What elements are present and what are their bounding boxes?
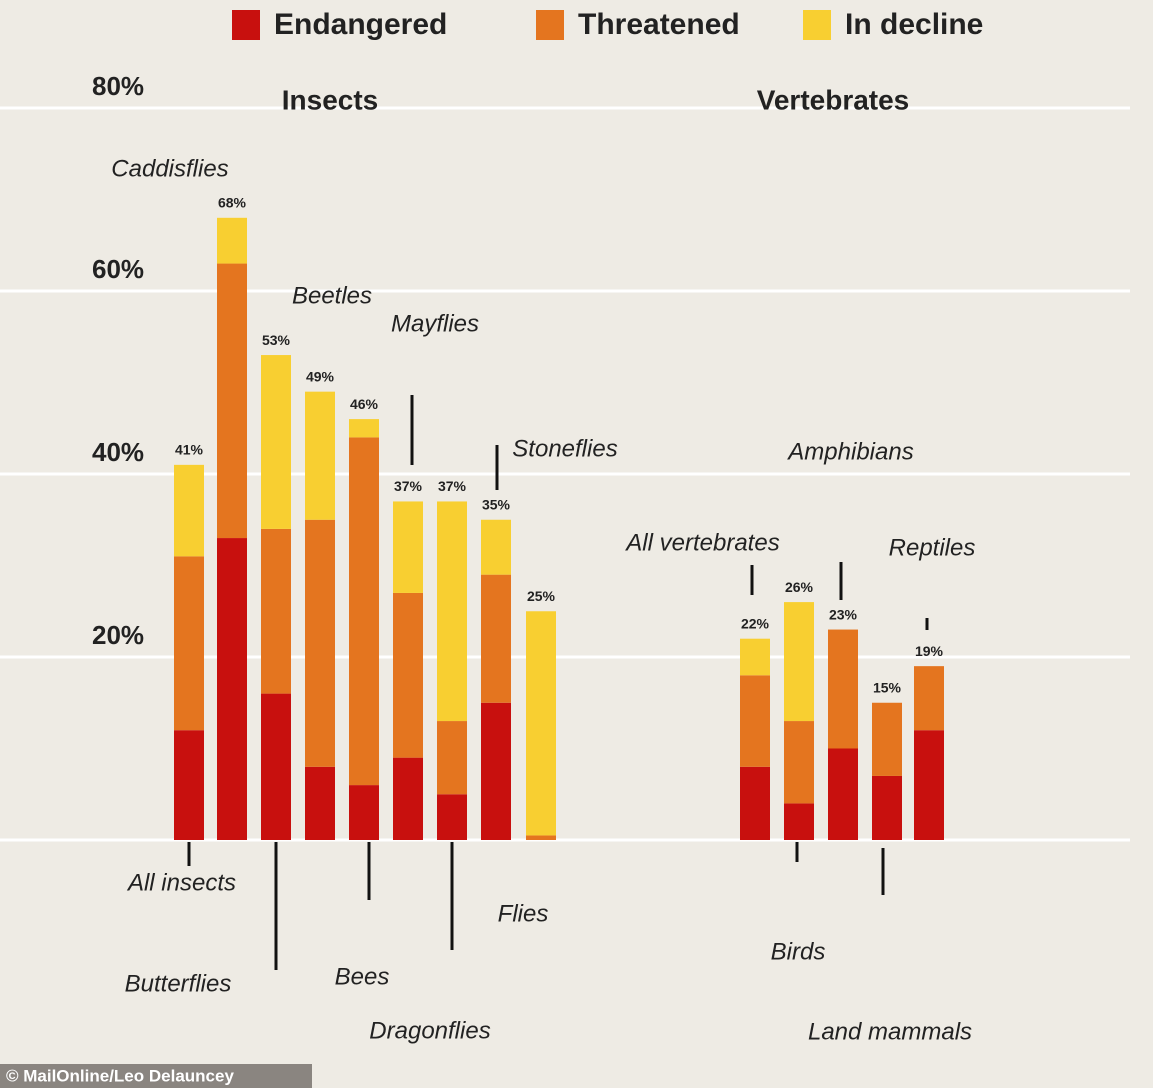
y-tick-label: 40% [92, 437, 144, 467]
bar-segment [305, 520, 335, 767]
bar-segment [784, 602, 814, 721]
bar-segment [305, 767, 335, 840]
bar-segment [872, 776, 902, 840]
bar-segment [481, 575, 511, 703]
category-label: Land mammals [808, 1018, 972, 1045]
group-title: Vertebrates [757, 84, 910, 115]
legend-swatch [536, 10, 564, 40]
group-title: Insects [282, 84, 379, 115]
category-label: Mayflies [391, 310, 479, 337]
legend-label: Threatened [578, 8, 740, 41]
total-label: 68% [218, 195, 247, 211]
category-label: Butterflies [125, 970, 232, 997]
legend-label: Endangered [274, 8, 447, 41]
bar-segment [349, 785, 379, 840]
bar-segment [217, 264, 247, 539]
total-label: 26% [785, 579, 814, 595]
category-label: Reptiles [889, 534, 976, 561]
bar-segment [174, 465, 204, 556]
bar-segment [174, 556, 204, 730]
legend-swatch [803, 10, 831, 40]
bar-segment [305, 392, 335, 520]
bar-segment [261, 694, 291, 840]
bar-segment [393, 593, 423, 758]
credit: © MailOnline/Leo Delauncey [6, 1066, 234, 1085]
bar-segment [393, 501, 423, 593]
category-label: Bees [335, 963, 390, 990]
y-tick-label: 20% [92, 620, 144, 650]
total-label: 25% [527, 588, 556, 604]
bar-segment [526, 835, 556, 840]
bar-segment [740, 767, 770, 840]
chart: © MailOnline/Leo Delauncey 20% 40% 60% 80% E… [0, 0, 1153, 1088]
bar-segment [261, 355, 291, 529]
bar-segment [872, 703, 902, 776]
bar-segment [174, 730, 204, 840]
legend-label: In decline [845, 8, 983, 41]
bar-segment [437, 794, 467, 840]
category-label: Caddisflies [111, 155, 228, 182]
bar-segment [481, 703, 511, 840]
bar-segment [349, 419, 379, 437]
category-label: Amphibians [786, 438, 913, 465]
category-label: Flies [498, 900, 549, 927]
category-label: All insects [126, 869, 236, 896]
total-label: 53% [262, 332, 291, 348]
bar-segment [437, 721, 467, 794]
bar-segment [828, 749, 858, 841]
category-label: All vertebrates [624, 529, 779, 556]
bar-segment [261, 529, 291, 694]
bar-segment [784, 721, 814, 803]
total-label: 46% [350, 396, 379, 412]
category-label: Birds [771, 938, 826, 965]
total-label: 19% [915, 643, 944, 659]
bar-segment [914, 730, 944, 840]
total-label: 22% [741, 615, 770, 631]
category-label: Stoneflies [512, 435, 617, 462]
bar-segment [740, 639, 770, 676]
bar-segment [526, 611, 556, 835]
total-label: 23% [829, 606, 858, 622]
bar-segment [914, 666, 944, 730]
total-label: 49% [306, 368, 335, 384]
y-tick-label: 60% [92, 254, 144, 284]
category-label: Beetles [292, 282, 372, 309]
bar-segment [740, 675, 770, 767]
total-label: 35% [482, 496, 511, 512]
total-label: 37% [438, 478, 467, 494]
bar-segment [217, 538, 247, 840]
bar-segment [349, 437, 379, 785]
bar-segment [393, 758, 423, 840]
legend-swatch [232, 10, 260, 40]
total-label: 15% [873, 679, 902, 695]
category-label: Dragonflies [369, 1017, 490, 1044]
bar-segment [828, 630, 858, 749]
y-tick-label: 80% [92, 71, 144, 101]
total-label: 41% [175, 442, 204, 458]
total-label: 37% [394, 478, 423, 494]
bar-segment [217, 218, 247, 264]
bar-segment [437, 501, 467, 721]
bar-segment [481, 520, 511, 575]
bar-segment [784, 803, 814, 840]
